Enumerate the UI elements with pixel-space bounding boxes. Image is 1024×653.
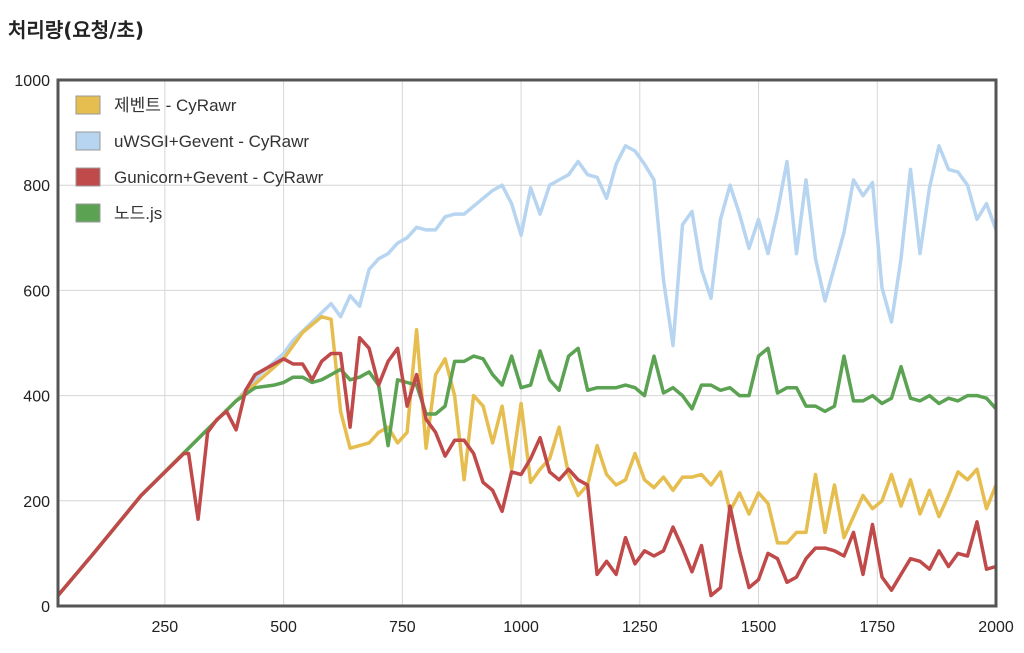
- x-tick-label: 750: [389, 619, 416, 636]
- axis-tick-labels: 250 500 750 1000 1250 1500 1750 2000 0 200 400 600 8…: [14, 73, 1013, 636]
- series-line-3: [56, 346, 998, 597]
- x-tick-label: 1750: [859, 619, 895, 636]
- y-tick-label: 1000: [14, 73, 50, 90]
- legend-label: 제벤트 - CyRawr: [114, 96, 237, 115]
- legend-swatch: [75, 203, 101, 223]
- y-tick-label: 400: [23, 389, 50, 406]
- legend: 제벤트 - CyRawr uWSGI+Gevent - CyRawr Gunicor…: [75, 95, 324, 223]
- series-lines: [56, 144, 998, 598]
- x-tick-label: 500: [270, 619, 297, 636]
- x-tick-label: 2000: [978, 619, 1014, 636]
- legend-label: Gunicorn+Gevent - CyRawr: [114, 168, 324, 187]
- x-tick-label: 1000: [503, 619, 539, 636]
- x-tick-label: 250: [152, 619, 179, 636]
- series-line-2: [56, 335, 997, 598]
- legend-swatch: [75, 95, 101, 115]
- legend-swatch: [75, 167, 101, 187]
- y-tick-label: 800: [23, 178, 50, 195]
- legend-label: uWSGI+Gevent - CyRawr: [114, 132, 309, 151]
- legend-label: 노드.js: [114, 204, 162, 223]
- x-tick-label: 1500: [741, 619, 777, 636]
- legend-swatch: [75, 131, 101, 151]
- grid-lines: [58, 80, 997, 606]
- series-line-0: [56, 314, 998, 597]
- series-line-1: [56, 144, 998, 597]
- y-tick-label: 600: [23, 283, 50, 300]
- y-tick-label: 200: [23, 494, 50, 511]
- x-tick-label: 1250: [622, 619, 658, 636]
- y-tick-label: 0: [41, 599, 50, 616]
- chart-title: 처리량(요청/초): [8, 18, 144, 42]
- plot-frame: [56, 78, 998, 608]
